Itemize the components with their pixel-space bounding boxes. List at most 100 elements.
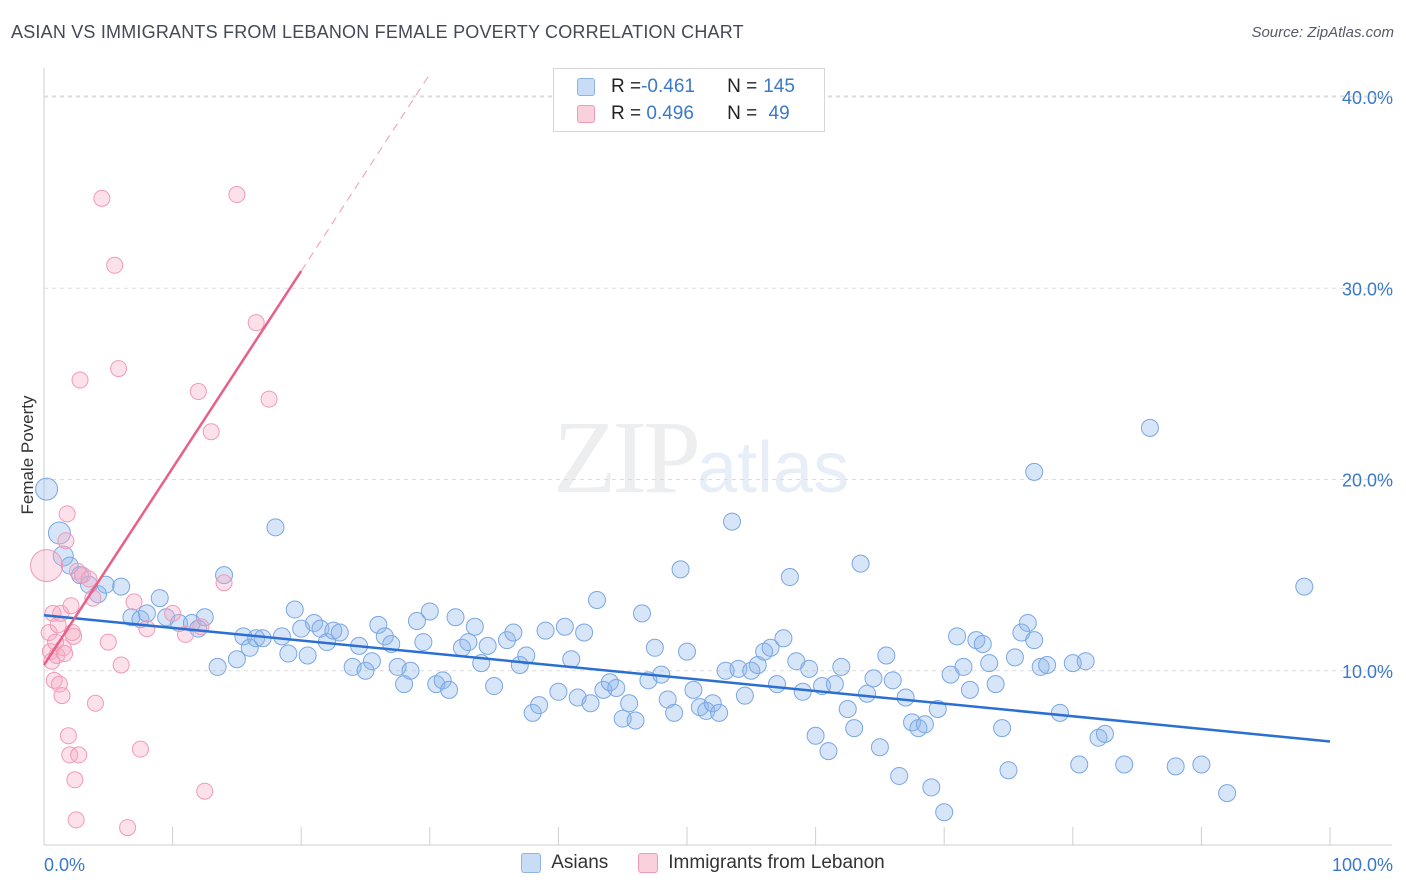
asian-point <box>896 688 915 707</box>
asian-point <box>710 703 729 722</box>
asian-point <box>1140 418 1159 437</box>
asian-point <box>279 644 298 663</box>
asian-point <box>780 568 799 587</box>
asian-point <box>433 671 452 690</box>
y-tick-label: 10.0% <box>1342 662 1393 682</box>
lebanon-point <box>30 549 64 583</box>
legend-r-label: R = <box>611 103 642 124</box>
asian-point <box>1295 577 1314 596</box>
lebanon-point <box>65 627 83 645</box>
asian-point <box>948 627 967 646</box>
asian-point <box>369 615 388 634</box>
series-legend: Asians Immigrants from Lebanon <box>0 852 1406 874</box>
asian-point <box>858 684 877 703</box>
lebanon-point <box>106 256 124 274</box>
asian-point <box>356 661 375 680</box>
asian-point <box>478 636 497 655</box>
asian-point <box>324 621 343 640</box>
asian-point <box>587 590 606 609</box>
lebanon-point <box>59 727 77 745</box>
y-tick-label: 40.0% <box>1342 88 1393 108</box>
asian-point <box>459 633 478 652</box>
legend-n-value: 49 <box>763 103 790 124</box>
asian-point <box>150 589 169 608</box>
lebanon-point <box>56 645 74 663</box>
asian-point <box>1031 657 1050 676</box>
asian-point <box>285 600 304 619</box>
asian-point <box>414 633 433 652</box>
asian-point <box>272 627 291 646</box>
asian-point <box>870 738 889 757</box>
lebanon-point <box>131 740 149 758</box>
lebanon-point <box>196 782 214 800</box>
asian-point <box>800 659 819 678</box>
asian-point <box>993 719 1012 738</box>
asian-point <box>632 604 651 623</box>
asian-point <box>1218 784 1237 803</box>
asian-point <box>530 696 549 715</box>
legend-swatch-blue <box>577 78 595 96</box>
lebanon-point <box>119 819 137 837</box>
asian-point <box>915 715 934 734</box>
x-tick-label-max: 100.0% <box>1332 855 1393 875</box>
legend-swatch-pink <box>577 105 595 123</box>
asian-point <box>851 554 870 573</box>
asian-point <box>607 678 626 697</box>
lebanon-point <box>164 604 182 622</box>
asian-point <box>890 766 909 785</box>
legend-label-asians: Asians <box>551 852 609 873</box>
asian-point <box>845 719 864 738</box>
asian-point <box>536 621 555 640</box>
lebanon-point <box>215 574 233 592</box>
asian-point <box>864 669 883 688</box>
asian-point <box>298 646 317 665</box>
asian-point <box>761 638 780 657</box>
legend-r-label: R = <box>611 76 642 97</box>
asian-point <box>52 545 74 567</box>
asian-point <box>645 638 664 657</box>
watermark: ZIPatlas <box>553 398 849 517</box>
lebanon-point <box>260 390 278 408</box>
lebanon-point <box>112 656 130 674</box>
asian-point <box>517 646 536 665</box>
asian-point <box>266 518 285 537</box>
asian-point <box>671 560 690 579</box>
legend-label-lebanon: Immigrants from Lebanon <box>668 852 885 873</box>
asian-point <box>819 742 838 761</box>
asian-point <box>1050 703 1069 722</box>
source-attribution: Source: ZipAtlas.com <box>1251 24 1394 41</box>
lebanon-trendline-extension <box>300 73 431 272</box>
asian-point <box>523 703 542 722</box>
legend-n-label: N = <box>727 103 758 124</box>
legend-r-value: -0.461 <box>641 76 695 97</box>
lebanon-point <box>66 771 84 789</box>
lebanon-point <box>99 633 117 651</box>
legend-r-value: 0.496 <box>641 103 694 124</box>
legend-item-asians[interactable]: Asians <box>521 852 608 874</box>
asian-point <box>832 657 851 676</box>
y-tick-label: 20.0% <box>1342 471 1393 491</box>
lebanon-point <box>80 570 98 588</box>
asian-point <box>678 642 696 661</box>
asian-point <box>620 694 639 713</box>
lebanon-point <box>53 687 71 705</box>
asian-point <box>1070 755 1089 774</box>
asian-point <box>401 661 420 680</box>
asian-point <box>1095 724 1114 743</box>
asian-point <box>1192 755 1211 774</box>
legend-n-value: 145 <box>763 76 795 97</box>
lebanon-point <box>58 505 76 523</box>
asian-point <box>47 521 71 545</box>
legend-swatch-asians <box>521 853 542 873</box>
asian-point <box>208 657 227 676</box>
asian-point <box>575 623 594 642</box>
legend-item-lebanon[interactable]: Immigrants from Lebanon <box>638 852 885 874</box>
asian-point <box>1005 648 1024 667</box>
legend-n-label: N = <box>727 76 758 97</box>
asian-point <box>446 608 465 627</box>
asian-point <box>137 604 156 623</box>
asian-point <box>825 675 844 694</box>
asian-point <box>883 671 902 690</box>
asian-point <box>735 686 754 705</box>
asian-point <box>1166 757 1185 776</box>
